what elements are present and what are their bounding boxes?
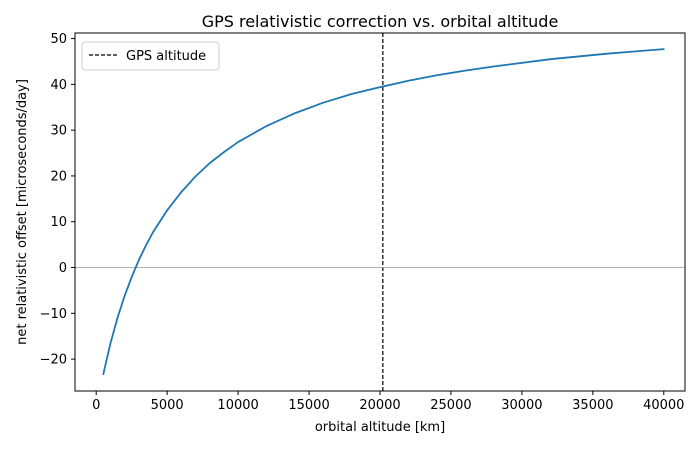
x-tick-label: 35000	[572, 398, 613, 413]
y-axis-ticks: −20 −10 0 10 20 30 40 50	[40, 32, 75, 368]
x-tick-label: 25000	[430, 398, 471, 413]
y-tick-label: 20	[50, 169, 67, 184]
x-tick-label: 40000	[643, 398, 684, 413]
series-line-0	[102, 48, 665, 376]
x-tick-label: 5000	[151, 398, 184, 413]
y-tick-label: 0	[59, 261, 67, 276]
y-tick-label: 30	[50, 124, 67, 139]
x-tick-label: 10000	[217, 398, 258, 413]
series-lines	[102, 48, 665, 376]
legend-box	[81, 41, 220, 71]
legend-label-gps-altitude: GPS altitude	[126, 49, 206, 64]
y-tick-label: 50	[50, 32, 67, 47]
plot-area	[75, 33, 685, 391]
y-tick-label: 10	[50, 215, 67, 230]
y-tick-label: 40	[50, 78, 67, 93]
x-tick-label: 15000	[288, 398, 329, 413]
reference-lines	[75, 33, 685, 391]
x-tick-label: 20000	[359, 398, 400, 413]
y-axis-label: net relativistic offset [microseconds/da…	[15, 79, 30, 345]
y-tick-label: −10	[40, 307, 67, 322]
x-axis-label: orbital altitude [km]	[315, 420, 445, 435]
y-tick-label: −20	[40, 353, 67, 368]
legend: GPS altitude	[81, 41, 220, 71]
chart-title: GPS relativistic correction vs. orbital …	[202, 12, 559, 31]
x-tick-label: 30000	[501, 398, 542, 413]
x-axis-ticks: 0 5000 10000 15000 20000 25000 30000 35000 40000	[92, 391, 684, 413]
x-tick-label: 0	[92, 398, 100, 413]
